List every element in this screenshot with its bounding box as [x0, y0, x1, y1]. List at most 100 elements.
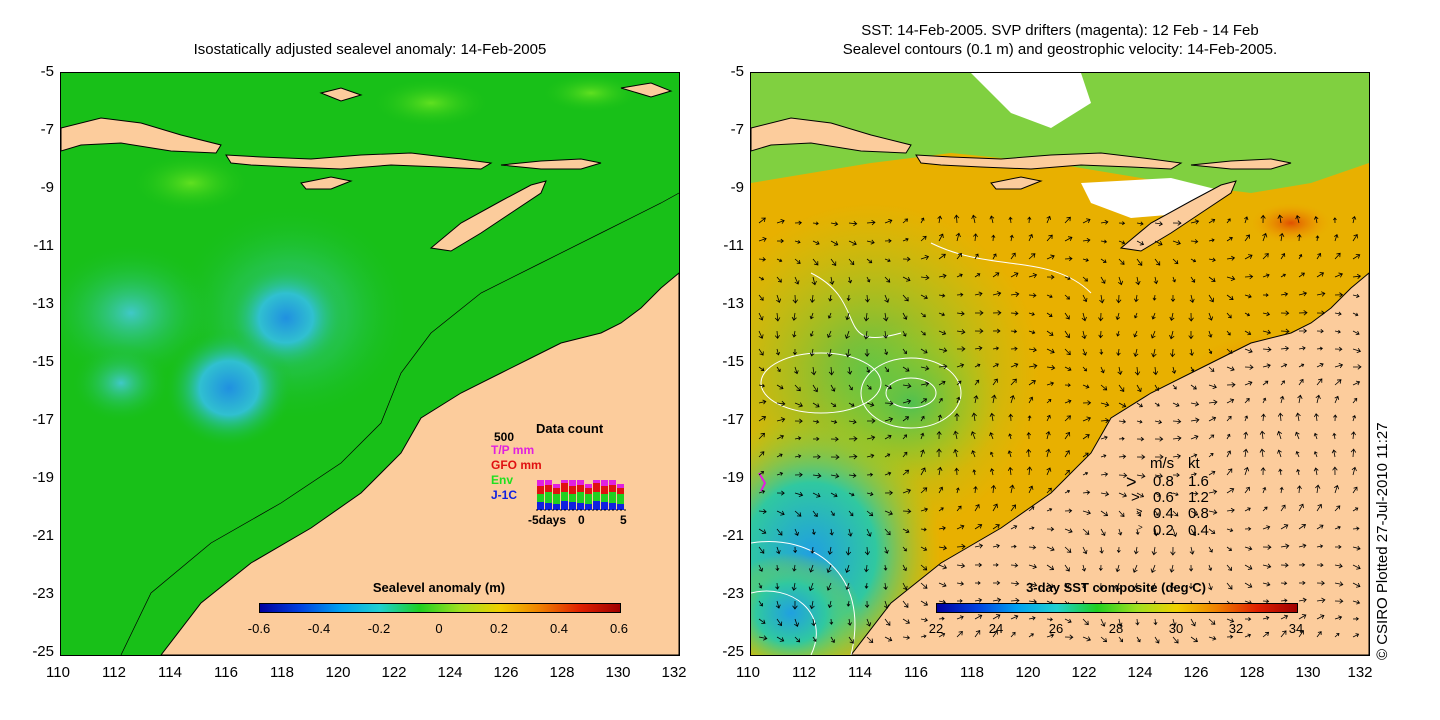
velocity-arrow	[776, 453, 783, 458]
velocity-arrow	[1262, 363, 1271, 369]
velocity-arrow	[1136, 436, 1145, 442]
velocity-arrow	[1244, 364, 1254, 370]
velocity-arrow	[1100, 491, 1110, 497]
velocity-arrow	[828, 366, 835, 376]
velocity-arrow	[1332, 432, 1337, 440]
velocity-arrow	[758, 257, 766, 262]
velocity-arrow	[1316, 362, 1324, 368]
velocity-arrow	[1028, 526, 1035, 530]
velocity-arrow	[830, 492, 838, 498]
velocity-arrow	[1280, 524, 1289, 530]
velocity-arrow	[992, 580, 1001, 586]
velocity-arrow	[1082, 546, 1088, 555]
velocity-arrow	[884, 218, 893, 224]
velocity-arrow	[1208, 218, 1216, 224]
velocity-arrow	[1100, 472, 1109, 477]
velocity-arrow	[848, 492, 855, 497]
velocity-arrow	[845, 348, 851, 358]
velocity-arrow	[1298, 291, 1308, 297]
velocity-arrow	[956, 487, 960, 494]
velocity-arrow	[1136, 258, 1143, 266]
velocity-arrow	[1081, 312, 1087, 322]
velocity-arrow	[902, 294, 909, 302]
inset-bar-segment	[537, 494, 544, 502]
velocity-arrow	[1226, 468, 1233, 476]
velocity-arrow	[884, 348, 889, 356]
velocity-arrow	[848, 636, 854, 644]
velocity-arrow	[794, 491, 804, 498]
velocity-arrow	[1226, 634, 1234, 639]
velocity-arrow	[1026, 448, 1032, 458]
velocity-arrow	[1010, 544, 1017, 549]
velocity-arrow	[1064, 469, 1070, 476]
velocity-arrow	[1189, 348, 1194, 357]
inset-bar-segment	[537, 486, 544, 494]
velocity-arrow	[1244, 254, 1253, 260]
velocity-arrow	[1244, 397, 1250, 404]
velocity-arrow	[971, 450, 976, 458]
velocity-arrow	[812, 221, 819, 226]
velocity-arrow	[1170, 348, 1176, 358]
inset-legend-j1c: J-1C	[491, 488, 518, 502]
velocity-arrow	[1313, 216, 1319, 224]
inset-bar-segment	[593, 492, 600, 501]
x-tick: 114	[158, 664, 182, 681]
velocity-arrow	[1172, 384, 1177, 390]
velocity-arrow	[1352, 600, 1361, 605]
inset-bar-segment	[577, 503, 584, 510]
velocity-arrow	[1136, 473, 1146, 479]
velocity-arrow	[1154, 258, 1161, 266]
x-tick: 116	[214, 664, 238, 681]
velocity-legend-kt: 1.6	[1188, 473, 1209, 490]
y-tick: -5	[730, 63, 744, 80]
inset-bar-segment	[585, 504, 592, 510]
velocity-arrow	[1150, 582, 1156, 591]
velocity-arrow	[1244, 582, 1253, 588]
velocity-arrow	[1136, 402, 1143, 408]
velocity-arrow	[884, 471, 892, 476]
velocity-arrow	[1280, 273, 1286, 278]
velocity-arrow	[1134, 294, 1139, 303]
velocity-arrow	[1135, 618, 1140, 626]
velocity-arrow	[1352, 364, 1362, 370]
velocity-arrow	[920, 527, 927, 532]
velocity-arrow	[829, 618, 834, 625]
inset-bar-segment	[537, 480, 544, 486]
velocity-arrow	[1296, 468, 1301, 476]
velocity-arrow	[1259, 430, 1266, 440]
inset-x-label-end: 5	[620, 513, 627, 527]
velocity-arrow	[830, 510, 835, 517]
velocity-arrow	[1226, 528, 1234, 533]
velocity-arrow	[811, 276, 817, 286]
velocity-arrow	[884, 238, 892, 243]
velocity-arrow	[1298, 272, 1305, 278]
velocity-arrow	[1100, 636, 1108, 643]
velocity-arrow	[1334, 525, 1341, 530]
velocity-arrow	[1100, 219, 1109, 225]
velocity-arrow	[866, 219, 876, 226]
velocity-arrow	[883, 582, 888, 590]
velocity-arrow	[884, 366, 889, 373]
velocity-arrow	[792, 330, 797, 338]
velocity-legend-kt: 0.4	[1188, 522, 1209, 539]
velocity-arrow	[866, 472, 874, 477]
velocity-arrow	[974, 504, 980, 512]
velocity-arrow	[864, 348, 870, 357]
velocity-arrow	[830, 258, 837, 266]
velocity-arrow	[776, 400, 786, 407]
velocity-arrow	[828, 294, 833, 302]
velocity-arrow	[1134, 366, 1141, 376]
x-tick: 130	[1295, 664, 1321, 681]
velocity-arrow	[812, 402, 820, 408]
velocity-arrow	[974, 291, 983, 297]
y-tick: -7	[730, 121, 744, 138]
colorbar-tick: 32	[1228, 621, 1244, 636]
velocity-arrow	[758, 383, 766, 388]
velocity-arrow	[1316, 562, 1324, 568]
velocity-arrow	[1064, 276, 1071, 281]
velocity-arrow	[1010, 272, 1019, 278]
velocity-arrow	[812, 240, 820, 245]
velocity-arrow	[1298, 328, 1308, 334]
velocity-arrow	[974, 328, 984, 334]
velocity-arrow	[1260, 467, 1266, 476]
